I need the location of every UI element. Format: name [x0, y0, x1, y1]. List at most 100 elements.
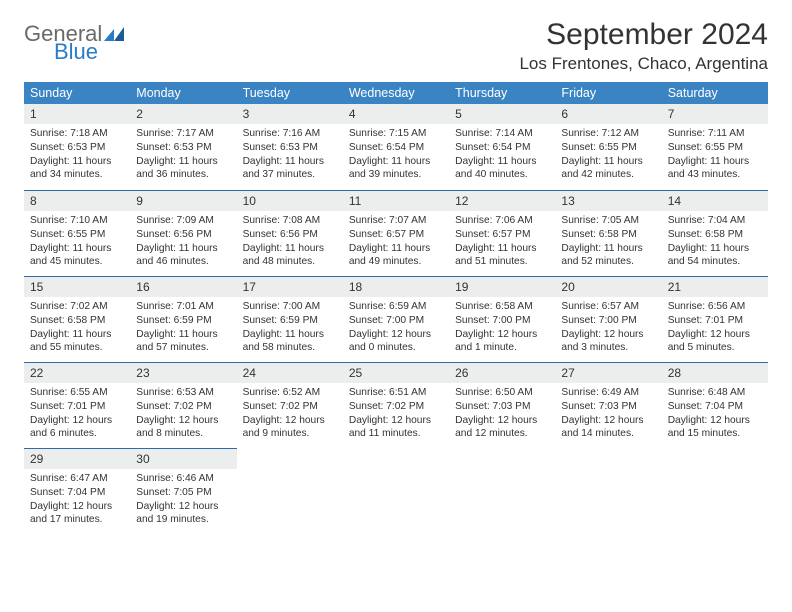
- calendar-body: 1Sunrise: 7:18 AMSunset: 6:53 PMDaylight…: [24, 104, 768, 534]
- weekday-header: Saturday: [662, 82, 768, 104]
- calendar-cell: 21Sunrise: 6:56 AMSunset: 7:01 PMDayligh…: [662, 276, 768, 362]
- day-details: Sunrise: 7:05 AMSunset: 6:58 PMDaylight:…: [555, 211, 661, 275]
- calendar-cell: 12Sunrise: 7:06 AMSunset: 6:57 PMDayligh…: [449, 190, 555, 276]
- calendar-row: 15Sunrise: 7:02 AMSunset: 6:58 PMDayligh…: [24, 276, 768, 362]
- day-details: Sunrise: 7:17 AMSunset: 6:53 PMDaylight:…: [130, 124, 236, 188]
- calendar-cell: 22Sunrise: 6:55 AMSunset: 7:01 PMDayligh…: [24, 362, 130, 448]
- day-number: 28: [662, 362, 768, 383]
- calendar-cell: 13Sunrise: 7:05 AMSunset: 6:58 PMDayligh…: [555, 190, 661, 276]
- day-number: 13: [555, 190, 661, 211]
- day-details: Sunrise: 6:56 AMSunset: 7:01 PMDaylight:…: [662, 297, 768, 361]
- calendar-cell: 11Sunrise: 7:07 AMSunset: 6:57 PMDayligh…: [343, 190, 449, 276]
- calendar-cell: [555, 448, 661, 534]
- weekday-header: Sunday: [24, 82, 130, 104]
- calendar-cell: 25Sunrise: 6:51 AMSunset: 7:02 PMDayligh…: [343, 362, 449, 448]
- month-title: September 2024: [519, 18, 768, 52]
- day-number: 19: [449, 276, 555, 297]
- weekday-header: Thursday: [449, 82, 555, 104]
- calendar-row: 8Sunrise: 7:10 AMSunset: 6:55 PMDaylight…: [24, 190, 768, 276]
- day-number: 11: [343, 190, 449, 211]
- day-details: Sunrise: 7:04 AMSunset: 6:58 PMDaylight:…: [662, 211, 768, 275]
- day-number: 20: [555, 276, 661, 297]
- calendar-row: 1Sunrise: 7:18 AMSunset: 6:53 PMDaylight…: [24, 104, 768, 190]
- day-details: Sunrise: 7:16 AMSunset: 6:53 PMDaylight:…: [237, 124, 343, 188]
- brand-logo: General Blue: [24, 24, 126, 62]
- day-details: Sunrise: 6:48 AMSunset: 7:04 PMDaylight:…: [662, 383, 768, 447]
- day-number: 26: [449, 362, 555, 383]
- brand-name: General Blue: [24, 24, 126, 62]
- calendar-cell: 30Sunrise: 6:46 AMSunset: 7:05 PMDayligh…: [130, 448, 236, 534]
- day-details: Sunrise: 7:09 AMSunset: 6:56 PMDaylight:…: [130, 211, 236, 275]
- day-details: Sunrise: 6:59 AMSunset: 7:00 PMDaylight:…: [343, 297, 449, 361]
- calendar-cell: 5Sunrise: 7:14 AMSunset: 6:54 PMDaylight…: [449, 104, 555, 190]
- day-number: 2: [130, 104, 236, 124]
- day-number: 8: [24, 190, 130, 211]
- day-details: Sunrise: 7:10 AMSunset: 6:55 PMDaylight:…: [24, 211, 130, 275]
- day-details: Sunrise: 7:06 AMSunset: 6:57 PMDaylight:…: [449, 211, 555, 275]
- day-details: Sunrise: 6:58 AMSunset: 7:00 PMDaylight:…: [449, 297, 555, 361]
- calendar-cell: 8Sunrise: 7:10 AMSunset: 6:55 PMDaylight…: [24, 190, 130, 276]
- day-number: 12: [449, 190, 555, 211]
- day-number: 9: [130, 190, 236, 211]
- calendar-row: 22Sunrise: 6:55 AMSunset: 7:01 PMDayligh…: [24, 362, 768, 448]
- calendar-cell: 18Sunrise: 6:59 AMSunset: 7:00 PMDayligh…: [343, 276, 449, 362]
- calendar-cell: 3Sunrise: 7:16 AMSunset: 6:53 PMDaylight…: [237, 104, 343, 190]
- day-details: Sunrise: 6:46 AMSunset: 7:05 PMDaylight:…: [130, 469, 236, 533]
- calendar-cell: 28Sunrise: 6:48 AMSunset: 7:04 PMDayligh…: [662, 362, 768, 448]
- day-number: 10: [237, 190, 343, 211]
- weekday-header: Wednesday: [343, 82, 449, 104]
- calendar-cell: [343, 448, 449, 534]
- calendar-cell: 10Sunrise: 7:08 AMSunset: 6:56 PMDayligh…: [237, 190, 343, 276]
- day-number: 30: [130, 448, 236, 469]
- calendar-cell: [449, 448, 555, 534]
- title-block: September 2024 Los Frentones, Chaco, Arg…: [519, 18, 768, 74]
- calendar-cell: 20Sunrise: 6:57 AMSunset: 7:00 PMDayligh…: [555, 276, 661, 362]
- day-number: 29: [24, 448, 130, 469]
- day-number: 7: [662, 104, 768, 124]
- calendar-cell: 9Sunrise: 7:09 AMSunset: 6:56 PMDaylight…: [130, 190, 236, 276]
- calendar-cell: 4Sunrise: 7:15 AMSunset: 6:54 PMDaylight…: [343, 104, 449, 190]
- calendar-cell: [662, 448, 768, 534]
- calendar-cell: 1Sunrise: 7:18 AMSunset: 6:53 PMDaylight…: [24, 104, 130, 190]
- calendar-cell: 14Sunrise: 7:04 AMSunset: 6:58 PMDayligh…: [662, 190, 768, 276]
- day-details: Sunrise: 7:12 AMSunset: 6:55 PMDaylight:…: [555, 124, 661, 188]
- brand-name-bottom: Blue: [54, 42, 126, 62]
- calendar-row: 29Sunrise: 6:47 AMSunset: 7:04 PMDayligh…: [24, 448, 768, 534]
- day-details: Sunrise: 6:49 AMSunset: 7:03 PMDaylight:…: [555, 383, 661, 447]
- day-details: Sunrise: 6:51 AMSunset: 7:02 PMDaylight:…: [343, 383, 449, 447]
- day-details: Sunrise: 7:01 AMSunset: 6:59 PMDaylight:…: [130, 297, 236, 361]
- day-details: Sunrise: 6:53 AMSunset: 7:02 PMDaylight:…: [130, 383, 236, 447]
- day-number: 14: [662, 190, 768, 211]
- calendar-cell: 16Sunrise: 7:01 AMSunset: 6:59 PMDayligh…: [130, 276, 236, 362]
- day-details: Sunrise: 7:00 AMSunset: 6:59 PMDaylight:…: [237, 297, 343, 361]
- day-details: Sunrise: 7:11 AMSunset: 6:55 PMDaylight:…: [662, 124, 768, 188]
- day-number: 27: [555, 362, 661, 383]
- calendar-table: SundayMondayTuesdayWednesdayThursdayFrid…: [24, 82, 768, 534]
- weekday-header-row: SundayMondayTuesdayWednesdayThursdayFrid…: [24, 82, 768, 104]
- location-text: Los Frentones, Chaco, Argentina: [519, 54, 768, 74]
- day-number: 6: [555, 104, 661, 124]
- day-details: Sunrise: 6:57 AMSunset: 7:00 PMDaylight:…: [555, 297, 661, 361]
- day-details: Sunrise: 7:15 AMSunset: 6:54 PMDaylight:…: [343, 124, 449, 188]
- day-number: 18: [343, 276, 449, 297]
- day-number: 15: [24, 276, 130, 297]
- calendar-cell: 27Sunrise: 6:49 AMSunset: 7:03 PMDayligh…: [555, 362, 661, 448]
- calendar-cell: 15Sunrise: 7:02 AMSunset: 6:58 PMDayligh…: [24, 276, 130, 362]
- day-number: 25: [343, 362, 449, 383]
- weekday-header: Friday: [555, 82, 661, 104]
- day-number: 4: [343, 104, 449, 124]
- calendar-cell: 29Sunrise: 6:47 AMSunset: 7:04 PMDayligh…: [24, 448, 130, 534]
- day-number: 5: [449, 104, 555, 124]
- day-number: 1: [24, 104, 130, 124]
- day-number: 22: [24, 362, 130, 383]
- day-number: 16: [130, 276, 236, 297]
- day-details: Sunrise: 6:55 AMSunset: 7:01 PMDaylight:…: [24, 383, 130, 447]
- page-header: General Blue September 2024 Los Frentone…: [24, 18, 768, 74]
- calendar-cell: 17Sunrise: 7:00 AMSunset: 6:59 PMDayligh…: [237, 276, 343, 362]
- calendar-cell: 7Sunrise: 7:11 AMSunset: 6:55 PMDaylight…: [662, 104, 768, 190]
- day-details: Sunrise: 7:14 AMSunset: 6:54 PMDaylight:…: [449, 124, 555, 188]
- day-details: Sunrise: 7:08 AMSunset: 6:56 PMDaylight:…: [237, 211, 343, 275]
- day-details: Sunrise: 7:18 AMSunset: 6:53 PMDaylight:…: [24, 124, 130, 188]
- day-details: Sunrise: 6:52 AMSunset: 7:02 PMDaylight:…: [237, 383, 343, 447]
- day-number: 3: [237, 104, 343, 124]
